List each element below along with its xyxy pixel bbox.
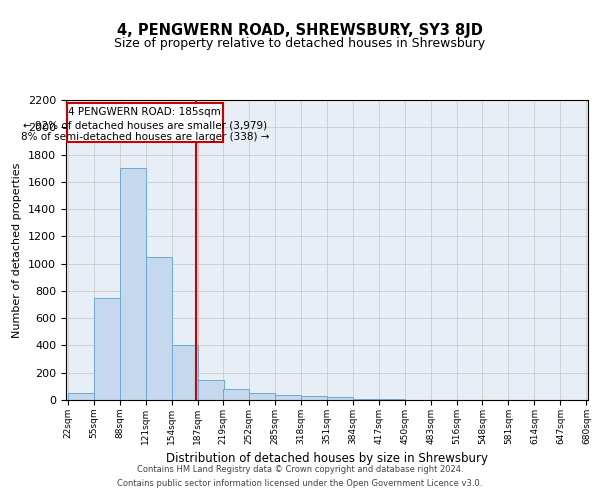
Text: ← 92% of detached houses are smaller (3,979): ← 92% of detached houses are smaller (3,…: [23, 120, 267, 130]
Bar: [119, 168, 146, 400]
Bar: [301, 396, 327, 400]
Text: 8% of semi-detached houses are larger (338) →: 8% of semi-detached houses are larger (3…: [20, 132, 269, 142]
X-axis label: Distribution of detached houses by size in Shrewsbury: Distribution of detached houses by size …: [166, 452, 488, 466]
Text: 4, PENGWERN ROAD, SHREWSBURY, SY3 8JD: 4, PENGWERN ROAD, SHREWSBURY, SY3 8JD: [117, 22, 483, 38]
Bar: [172, 346, 197, 400]
Bar: [327, 396, 353, 400]
Bar: [146, 257, 172, 400]
Bar: [68, 393, 94, 400]
Bar: [223, 389, 249, 400]
Bar: [249, 393, 275, 400]
Y-axis label: Number of detached properties: Number of detached properties: [13, 162, 22, 338]
Text: Contains HM Land Registry data © Crown copyright and database right 2024.
Contai: Contains HM Land Registry data © Crown c…: [118, 466, 482, 487]
Bar: [67, 102, 223, 142]
Text: Size of property relative to detached houses in Shrewsbury: Size of property relative to detached ho…: [115, 38, 485, 51]
Bar: [275, 395, 301, 400]
Bar: [353, 398, 379, 400]
Bar: [94, 298, 119, 400]
Text: 4 PENGWERN ROAD: 185sqm: 4 PENGWERN ROAD: 185sqm: [68, 108, 221, 118]
Bar: [197, 380, 224, 400]
